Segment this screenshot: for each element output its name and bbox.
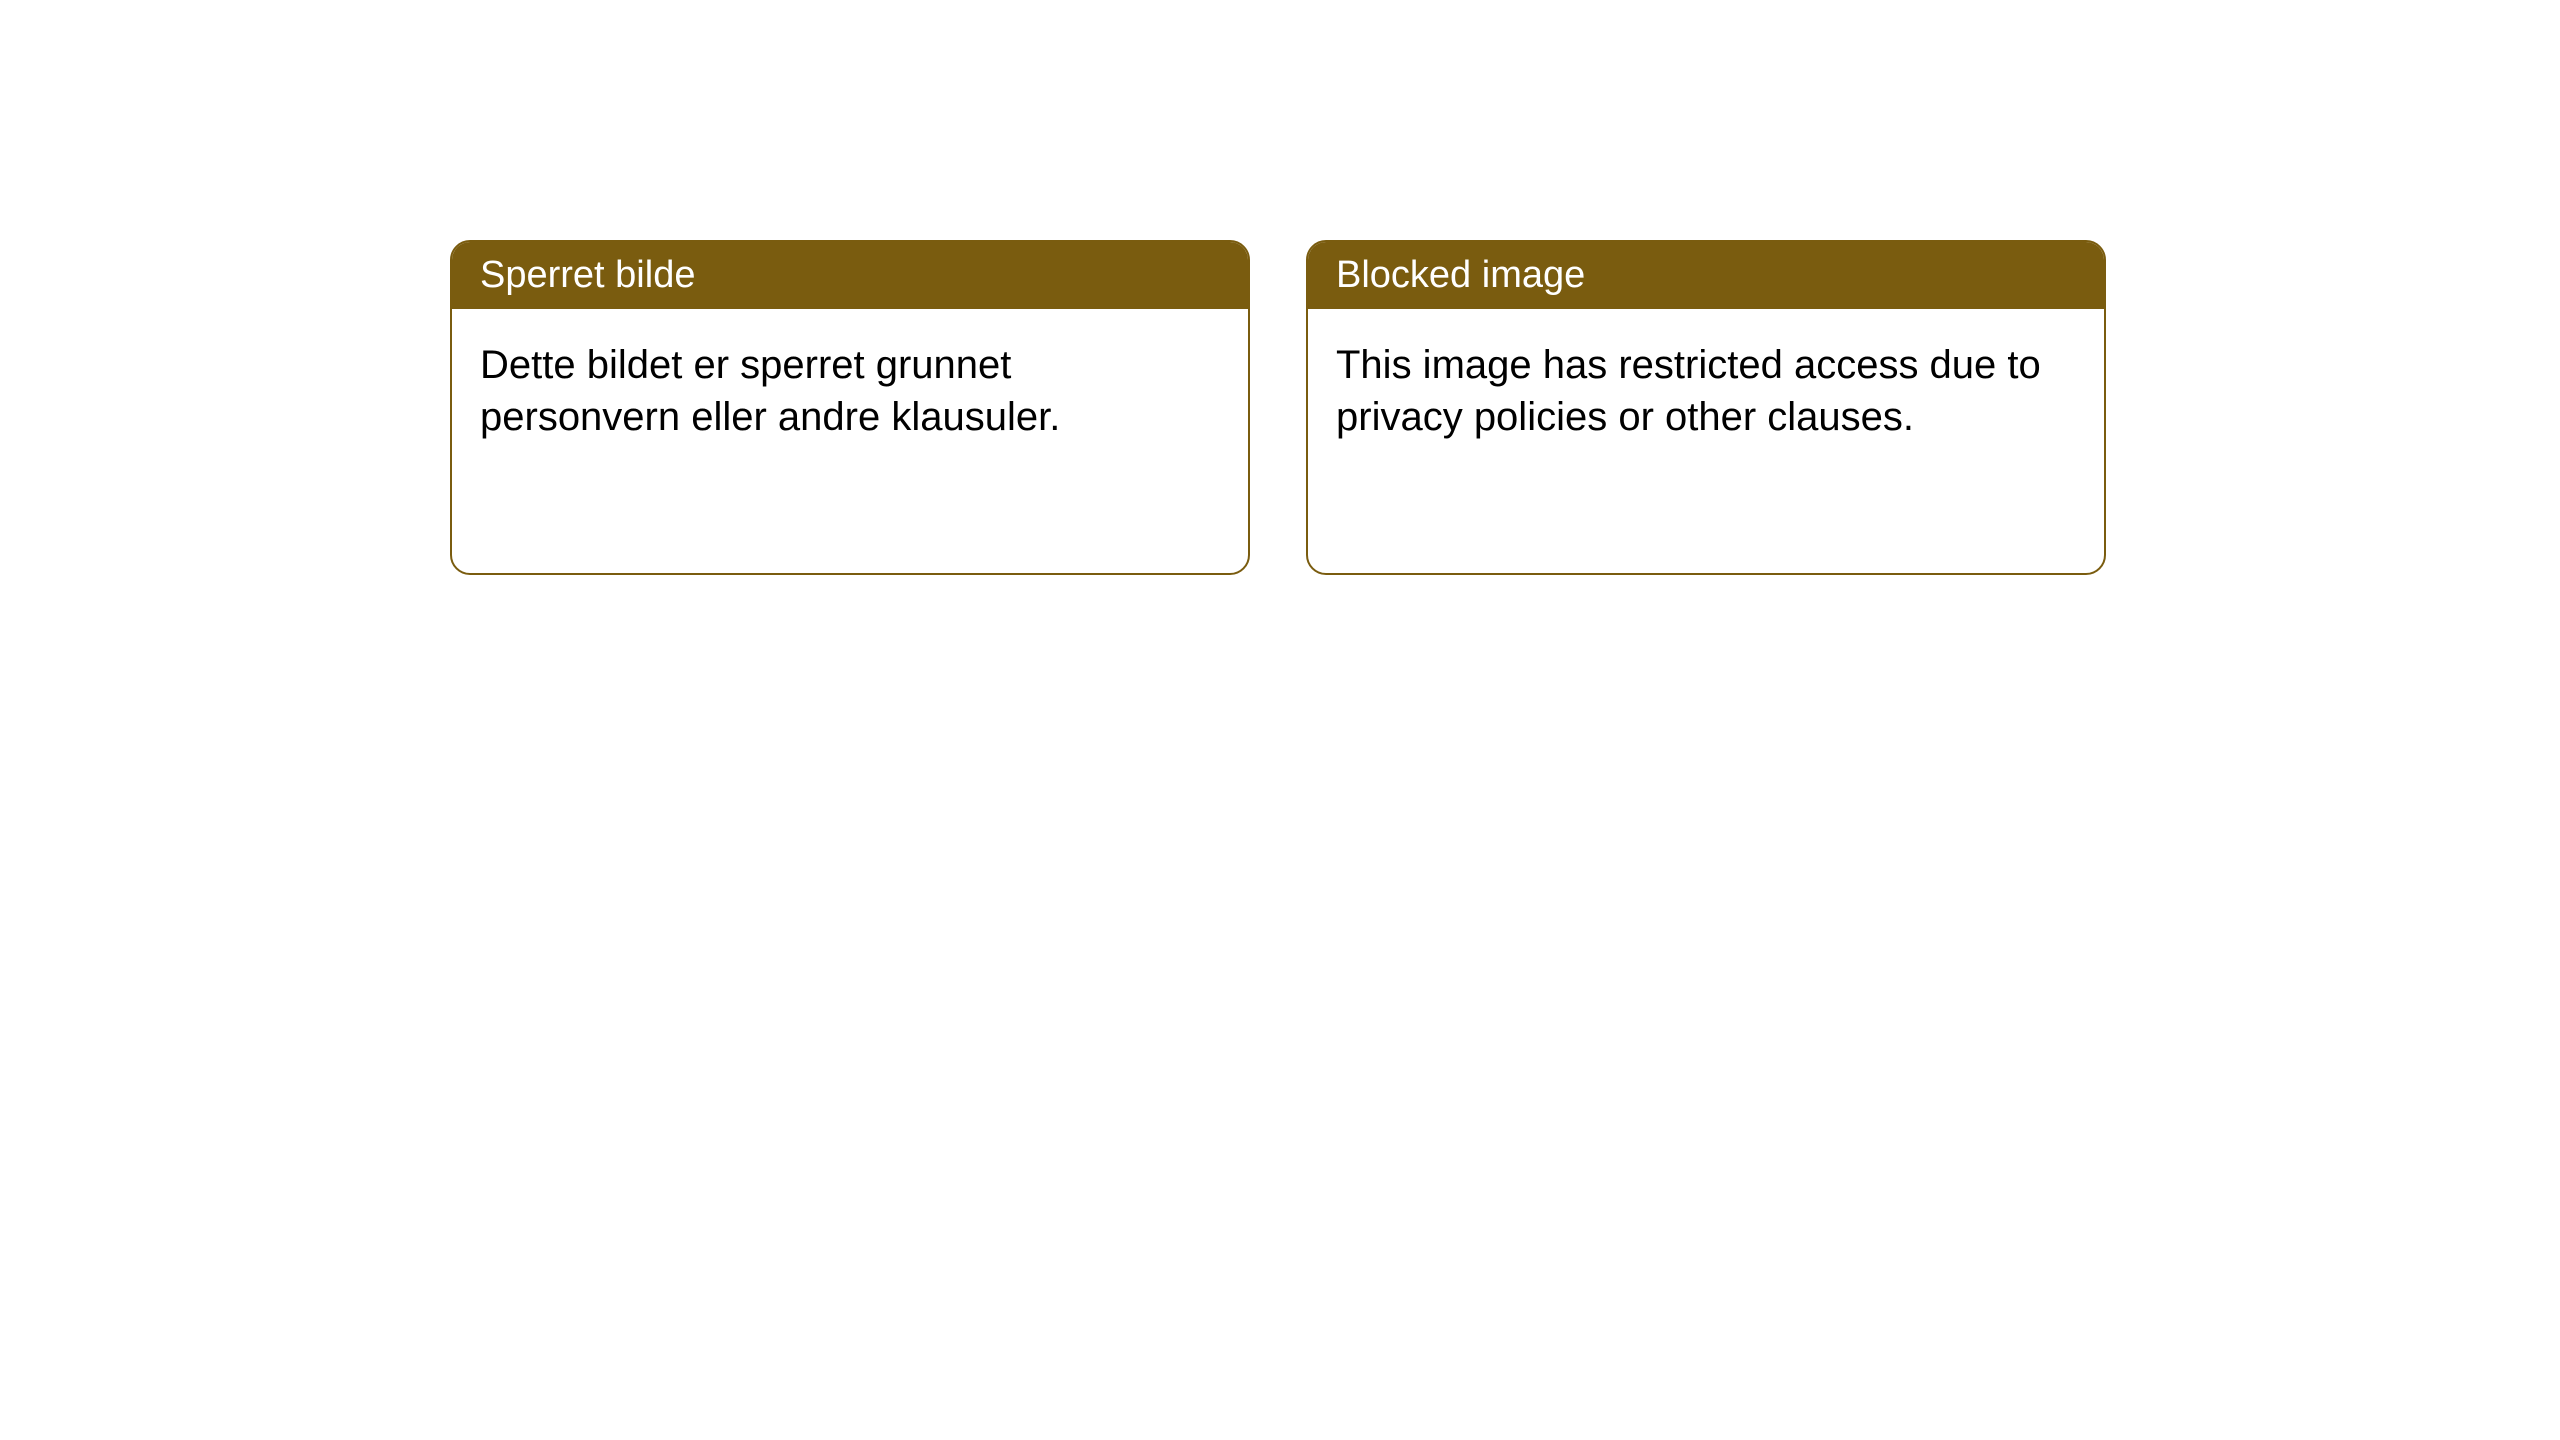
card-body-en: This image has restricted access due to …: [1308, 309, 2104, 473]
blocked-image-card-en: Blocked image This image has restricted …: [1306, 240, 2106, 575]
card-body-no: Dette bildet er sperret grunnet personve…: [452, 309, 1248, 473]
card-header-no: Sperret bilde: [452, 242, 1248, 309]
card-header-en: Blocked image: [1308, 242, 2104, 309]
blocked-image-card-no: Sperret bilde Dette bildet er sperret gr…: [450, 240, 1250, 575]
notice-container: Sperret bilde Dette bildet er sperret gr…: [0, 0, 2560, 575]
